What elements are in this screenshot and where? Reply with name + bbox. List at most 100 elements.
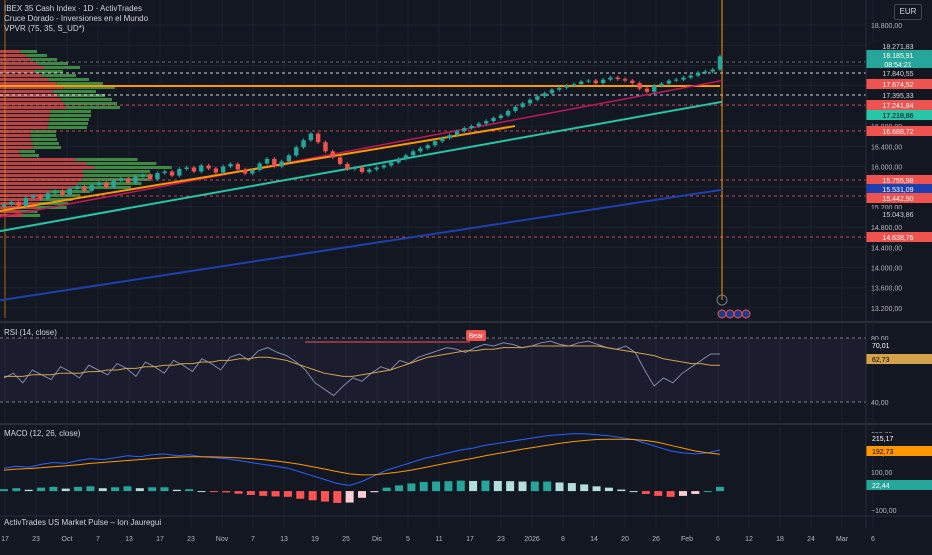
price-tag-bg xyxy=(866,110,932,120)
volume-bar-down xyxy=(0,150,20,153)
candle-body xyxy=(666,80,672,84)
macd-value-label: 22,44 xyxy=(872,483,890,490)
symbol-title[interactable]: IBEX 35 Cash Index · 1D · ActivTrades xyxy=(4,4,142,13)
y-tick-label: 16.000,00 xyxy=(871,164,902,171)
volume-bar-down xyxy=(0,86,64,89)
volume-bar-down xyxy=(0,70,35,73)
price-tag-bg xyxy=(866,184,932,194)
x-tick-label: 19 xyxy=(311,536,319,543)
indicator-vpvr[interactable]: VPVR (75, 35, S_UD*) xyxy=(4,24,85,33)
candle-body xyxy=(177,169,182,176)
candle-body xyxy=(118,178,124,181)
y-tick-label: 14.400,00 xyxy=(871,245,902,252)
candle-body xyxy=(184,167,189,169)
candle-body xyxy=(104,182,109,188)
event-flag-icon xyxy=(725,309,735,319)
candle-body xyxy=(447,135,452,139)
candle-body xyxy=(213,168,219,173)
x-tick-label: 14 xyxy=(590,536,598,543)
volume-bar-up xyxy=(77,182,142,185)
volume-bar-up xyxy=(34,70,63,73)
candle-body xyxy=(586,80,591,82)
macd-histogram-bar xyxy=(308,491,317,501)
candle-body xyxy=(476,123,482,127)
candle-body xyxy=(228,163,233,167)
y-tick-label: 16.400,00 xyxy=(871,144,902,151)
candle-body xyxy=(454,131,460,136)
rsi-ma-value-label: 62,73 xyxy=(872,357,890,364)
candle-body xyxy=(695,72,701,76)
volume-bar-down xyxy=(0,98,62,101)
price-tag-label: 17.241,84 xyxy=(882,103,913,110)
price-tag-bg xyxy=(866,175,932,185)
candle-body xyxy=(169,171,175,176)
candle-body xyxy=(38,195,43,199)
volume-bar-up xyxy=(47,126,87,129)
event-flag-icon xyxy=(741,309,751,319)
price-tag-bg xyxy=(866,68,932,78)
volume-bar-up xyxy=(75,158,138,161)
volume-bar-down xyxy=(0,50,21,53)
candle-body xyxy=(673,79,679,81)
macd-histogram-bar xyxy=(320,491,329,502)
rsi-legend[interactable]: RSI (14, close) xyxy=(4,328,57,338)
x-tick-label: 25 xyxy=(342,536,350,543)
sma-red-line xyxy=(0,79,723,218)
x-tick-label: 23 xyxy=(32,536,40,543)
candle-body xyxy=(23,197,29,206)
candle-body xyxy=(652,85,657,92)
candle-body xyxy=(286,155,292,162)
macd-histogram-bar xyxy=(419,481,428,492)
macd-histogram-bar xyxy=(543,481,552,492)
rsi-title: RSI (14, close) xyxy=(4,328,57,337)
candle-body xyxy=(637,83,642,89)
x-tick-label: 6 xyxy=(716,536,720,543)
candle-body xyxy=(272,158,277,167)
indicator-golden-cross[interactable]: Cruce Dorado - Inversiones en el Mundo xyxy=(4,14,149,23)
volume-bar-down xyxy=(0,58,32,61)
macd-legend[interactable]: MACD (12, 26, close) xyxy=(4,429,80,439)
candle-body xyxy=(9,201,14,205)
candle-body xyxy=(527,99,533,104)
currency-button[interactable]: EUR xyxy=(894,4,922,20)
volume-bar-up xyxy=(63,86,115,89)
event-flag-icon xyxy=(717,309,727,319)
volume-bar-up xyxy=(37,62,68,65)
macd-histogram-bar xyxy=(691,491,700,494)
price-tag-bg xyxy=(866,50,932,60)
x-tick-label: 18 xyxy=(776,536,784,543)
x-tick-label: 12 xyxy=(745,536,753,543)
macd-histogram-bar xyxy=(271,491,280,497)
x-tick-label: 5 xyxy=(406,536,410,543)
macd-histogram-bar xyxy=(407,483,416,492)
x-tick-label: 7 xyxy=(96,536,100,543)
volume-bar-up xyxy=(25,54,47,57)
price-tag-label: 17.395,33 xyxy=(882,93,913,100)
macd-tag-bg xyxy=(866,446,932,456)
rsi-line xyxy=(3,340,720,397)
macd-histogram-bar xyxy=(567,483,576,492)
volume-bar-up xyxy=(83,174,153,177)
macd-histogram-bar xyxy=(678,491,687,496)
volume-bar-down xyxy=(0,82,57,85)
candle-body xyxy=(688,75,693,78)
candle-body xyxy=(60,191,65,195)
sma-slow-line xyxy=(0,188,723,302)
volume-bar-down xyxy=(0,74,42,77)
candle-body xyxy=(498,115,504,118)
y-tick-label: 18.800,00 xyxy=(871,23,902,30)
chart-legend: IBEX 35 Cash Index · 1D · ActivTrades Cr… xyxy=(4,4,148,34)
volume-bar-up xyxy=(44,66,80,69)
x-tick-label: 17 xyxy=(1,536,9,543)
candle-body xyxy=(717,56,723,70)
macd-histogram-bar xyxy=(160,487,169,492)
macd-histogram-bar xyxy=(592,486,601,492)
macd-histogram-bar xyxy=(641,491,650,494)
volume-bar-down xyxy=(0,194,45,197)
macd-histogram-bar xyxy=(432,481,441,492)
candle-body xyxy=(191,167,197,172)
candle-body xyxy=(389,162,394,166)
candle-body xyxy=(432,141,438,146)
x-tick-label: 2026 xyxy=(524,536,540,543)
